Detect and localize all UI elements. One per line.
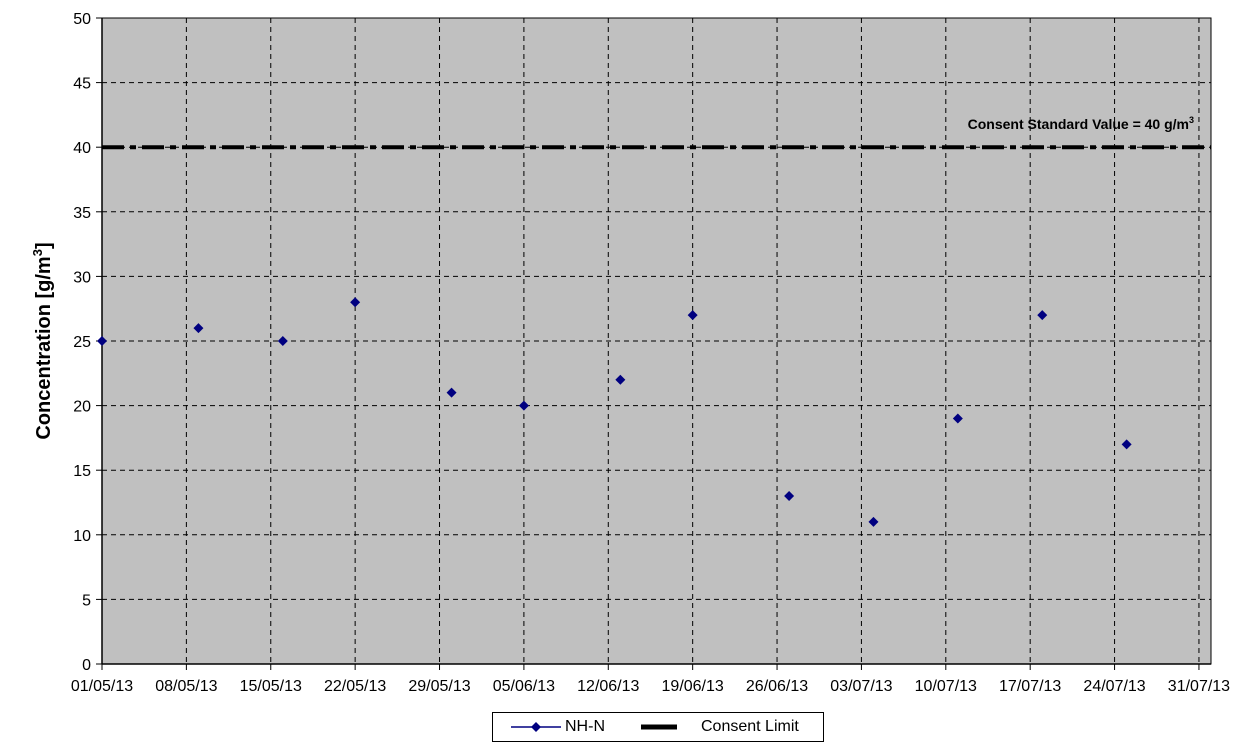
- nh-n-point: [868, 516, 879, 527]
- nh-n-point: [784, 491, 795, 502]
- y-tick-label: 20: [73, 399, 91, 416]
- y-tick-label: 5: [82, 592, 91, 609]
- y-tick-label: 10: [73, 528, 91, 545]
- y-tick-label: 40: [73, 140, 91, 157]
- x-tick-label: 05/06/13: [493, 678, 555, 695]
- nh-n-point: [518, 400, 529, 411]
- x-tick-label: 19/06/13: [662, 678, 724, 695]
- consent-annotation: Consent Standard Value = 40 g/m3: [968, 115, 1194, 132]
- y-tick-label: 0: [82, 657, 91, 674]
- y-axis-title: Concentration [g/m3]: [30, 242, 55, 439]
- x-tick-label: 26/06/13: [746, 678, 808, 695]
- y-tick-label: 45: [73, 76, 91, 93]
- legend: NH-N Consent Limit: [492, 712, 824, 742]
- y-tick-label: 50: [73, 11, 91, 28]
- x-tick-label: 24/07/13: [1083, 678, 1145, 695]
- x-tick-label: 29/05/13: [408, 678, 470, 695]
- x-tick-label: 31/07/13: [1168, 678, 1230, 695]
- nh-n-point: [687, 310, 698, 321]
- x-tick-label: 12/06/13: [577, 678, 639, 695]
- x-tick-label: 01/05/13: [71, 678, 133, 695]
- y-tick-label: 30: [73, 269, 91, 286]
- nh-n-point: [446, 387, 457, 398]
- nh-n-point: [97, 336, 107, 346]
- nh-n-point: [350, 297, 361, 308]
- x-tick-label: 08/05/13: [155, 678, 217, 695]
- y-tick-label: 15: [73, 463, 91, 480]
- legend-label-nh-n: NH-N: [565, 718, 605, 735]
- x-tick-label: 10/07/13: [915, 678, 977, 695]
- axes: 0 5 10 15 20 25 30 35 40 45 50 01/05/13 08/05/13 15/0…: [71, 11, 1230, 695]
- x-tick-label: 22/05/13: [324, 678, 386, 695]
- nh-n-point: [193, 323, 204, 334]
- nh-n-point: [277, 336, 288, 346]
- x-tick-label: 03/07/13: [830, 678, 892, 695]
- nh-n-series: [97, 297, 1132, 527]
- y-tick-label: 35: [73, 205, 91, 222]
- nh-n-point: [952, 413, 963, 424]
- legend-item-consent-limit: Consent Limit: [639, 713, 799, 741]
- y-tick-label: 25: [73, 334, 91, 351]
- x-tick-label: 15/05/13: [240, 678, 302, 695]
- legend-label-consent-limit: Consent Limit: [701, 718, 799, 735]
- x-tick-label: 17/07/13: [999, 678, 1061, 695]
- legend-item-nh-n: NH-N: [509, 713, 605, 741]
- nh-n-point: [1037, 310, 1048, 321]
- dash-line-icon: [641, 724, 677, 730]
- diamond-marker-icon: [511, 722, 561, 732]
- chart: 0 5 10 15 20 25 30 35 40 45 50 01/05/13 08/05/13 15/0…: [30, 11, 1230, 695]
- nh-n-point: [615, 374, 626, 385]
- nh-n-point: [1121, 439, 1132, 450]
